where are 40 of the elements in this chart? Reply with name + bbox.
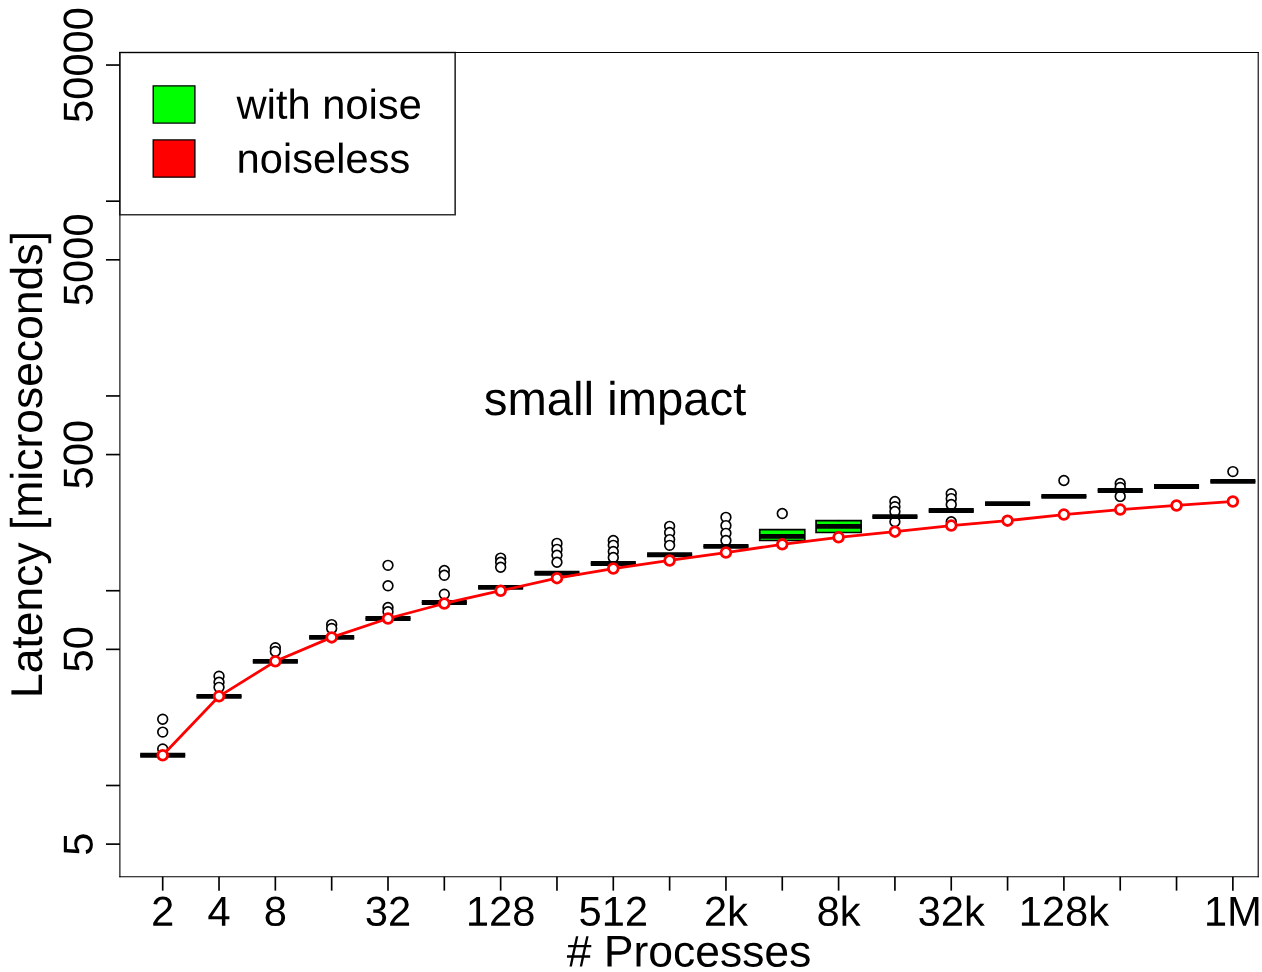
point — [494, 584, 507, 597]
x-tick-label: 2 — [153, 896, 173, 926]
point — [663, 554, 676, 567]
x-tick-label: 128k — [1021, 895, 1110, 927]
x-tick-label: 1M — [1207, 897, 1259, 926]
point — [607, 562, 620, 575]
point — [438, 597, 451, 610]
point — [1001, 514, 1014, 527]
point — [1113, 503, 1127, 516]
point — [832, 531, 845, 544]
point — [776, 538, 789, 551]
x-tick-label: 32k — [919, 895, 985, 927]
legend-label: noiseless — [239, 142, 409, 174]
y-tick-label: 50 — [63, 627, 93, 671]
y-tick-label: 500 — [63, 421, 93, 488]
x-tick-label: 8 — [265, 896, 286, 927]
x-tick-label: 4 — [208, 897, 230, 926]
point — [888, 525, 902, 538]
y-tick-label: 5 — [63, 834, 93, 855]
y-axis-title: Latency [microseconds] — [9, 234, 52, 695]
point — [1057, 508, 1071, 521]
point — [550, 571, 564, 585]
point — [325, 631, 338, 644]
y-tick-label: 50000 — [63, 8, 93, 122]
point — [212, 690, 226, 703]
x-tick-label: 128 — [469, 896, 534, 927]
x-tick-label: 2k — [706, 895, 749, 926]
annotation: small impact — [485, 380, 746, 425]
legend-label: with noise — [236, 88, 420, 120]
point — [269, 655, 282, 668]
point — [1170, 499, 1183, 512]
point — [156, 748, 169, 762]
y-tick-label: 5000 — [63, 215, 93, 305]
point — [1226, 495, 1240, 508]
point — [381, 612, 395, 625]
x-tick-label: 32 — [366, 896, 410, 927]
x-axis-title: # Processes — [566, 935, 810, 967]
x-tick-label: 8k — [818, 895, 861, 927]
point — [719, 546, 733, 559]
x-tick-label: 512 — [580, 896, 646, 927]
